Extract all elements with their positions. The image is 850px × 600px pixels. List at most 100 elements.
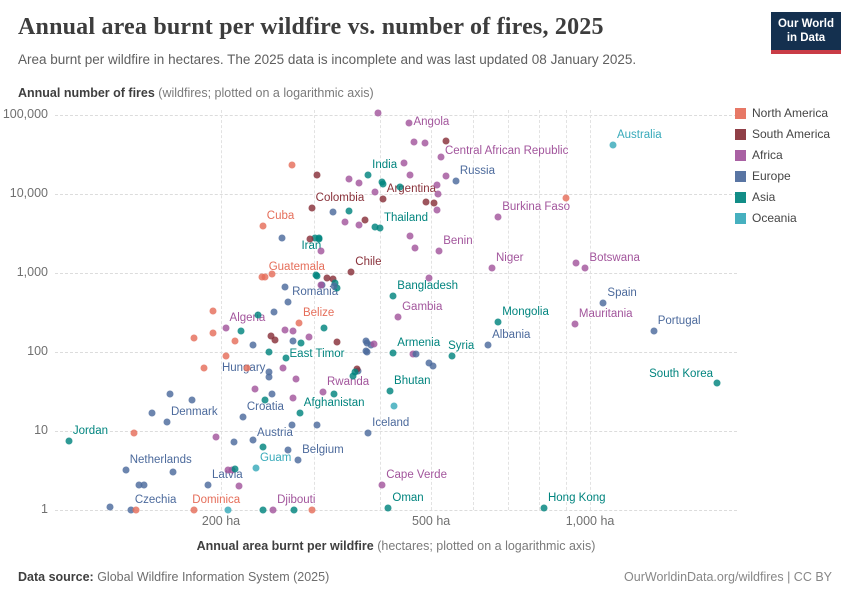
data-point[interactable] bbox=[292, 375, 300, 383]
data-point[interactable] bbox=[265, 348, 273, 356]
data-point[interactable] bbox=[268, 270, 276, 278]
legend-item-af[interactable]: Africa bbox=[735, 148, 830, 162]
data-point[interactable] bbox=[355, 221, 363, 229]
data-point[interactable] bbox=[313, 421, 321, 429]
data-point[interactable] bbox=[271, 336, 279, 344]
data-point[interactable] bbox=[317, 281, 325, 289]
data-point[interactable] bbox=[396, 183, 404, 191]
data-point-hungary[interactable] bbox=[265, 373, 273, 381]
data-point-angola[interactable] bbox=[405, 119, 413, 127]
data-point[interactable] bbox=[434, 190, 442, 198]
data-point-spain[interactable] bbox=[599, 299, 607, 307]
data-point-mauritania[interactable] bbox=[571, 320, 579, 328]
data-point[interactable] bbox=[265, 368, 273, 376]
data-point[interactable] bbox=[230, 438, 238, 446]
data-point[interactable] bbox=[166, 390, 174, 398]
data-point-argentina[interactable] bbox=[379, 195, 387, 203]
data-point[interactable] bbox=[259, 443, 267, 451]
data-point[interactable] bbox=[313, 171, 321, 179]
data-point-czechia[interactable] bbox=[127, 506, 135, 514]
data-point-thailand[interactable] bbox=[376, 224, 384, 232]
data-point[interactable] bbox=[429, 362, 437, 370]
legend-item-oc[interactable]: Oceania bbox=[735, 211, 830, 225]
data-point[interactable] bbox=[345, 175, 353, 183]
data-point[interactable] bbox=[329, 275, 337, 283]
data-point[interactable] bbox=[330, 390, 338, 398]
data-point[interactable] bbox=[371, 188, 379, 196]
data-point-belgium[interactable] bbox=[294, 456, 302, 464]
data-point-netherlands[interactable] bbox=[122, 466, 130, 474]
data-point[interactable] bbox=[243, 364, 251, 372]
data-point[interactable] bbox=[290, 506, 298, 514]
data-point[interactable] bbox=[169, 468, 177, 476]
data-point-algeria[interactable] bbox=[222, 324, 230, 332]
data-point-niger[interactable] bbox=[488, 264, 496, 272]
data-point[interactable] bbox=[355, 179, 363, 187]
data-point-armenia[interactable] bbox=[389, 349, 397, 357]
data-point-mongolia[interactable] bbox=[494, 318, 502, 326]
data-point[interactable] bbox=[140, 481, 148, 489]
data-point[interactable] bbox=[289, 327, 297, 335]
data-point[interactable] bbox=[268, 390, 276, 398]
data-point[interactable] bbox=[363, 339, 371, 347]
data-point[interactable] bbox=[430, 199, 438, 207]
data-point-djibouti[interactable] bbox=[269, 506, 277, 514]
legend-item-as[interactable]: Asia bbox=[735, 190, 830, 204]
data-point[interactable] bbox=[237, 327, 245, 335]
data-point[interactable] bbox=[370, 340, 378, 348]
data-point[interactable] bbox=[200, 364, 208, 372]
data-point[interactable] bbox=[258, 273, 266, 281]
data-point[interactable] bbox=[345, 207, 353, 215]
attribution-link[interactable]: OurWorldinData.org/wildfires | CC BY bbox=[624, 570, 832, 584]
data-point[interactable] bbox=[254, 311, 262, 319]
data-point-central-african-republic[interactable] bbox=[437, 153, 445, 161]
data-point[interactable] bbox=[411, 244, 419, 252]
data-point[interactable] bbox=[209, 307, 217, 315]
data-point[interactable] bbox=[425, 274, 433, 282]
data-point[interactable] bbox=[362, 347, 370, 355]
data-point[interactable] bbox=[209, 329, 217, 337]
data-point-romania[interactable] bbox=[284, 298, 292, 306]
data-point[interactable] bbox=[371, 223, 379, 231]
data-point[interactable] bbox=[261, 396, 269, 404]
data-point-cape-verde[interactable] bbox=[378, 481, 386, 489]
data-point[interactable] bbox=[284, 446, 292, 454]
data-point-oman[interactable] bbox=[384, 504, 392, 512]
data-point[interactable] bbox=[188, 396, 196, 404]
data-point-austria[interactable] bbox=[249, 436, 257, 444]
data-point-botswana[interactable] bbox=[581, 264, 589, 272]
data-point-cuba[interactable] bbox=[259, 222, 267, 230]
data-point[interactable] bbox=[148, 409, 156, 417]
data-point-russia[interactable] bbox=[452, 177, 460, 185]
data-point-gambia[interactable] bbox=[394, 313, 402, 321]
data-point[interactable] bbox=[421, 139, 429, 147]
data-point-denmark[interactable] bbox=[163, 418, 171, 426]
data-point[interactable] bbox=[329, 208, 337, 216]
data-point[interactable] bbox=[297, 339, 305, 347]
data-point[interactable] bbox=[330, 282, 338, 290]
data-point[interactable] bbox=[333, 284, 341, 292]
data-point-bangladesh[interactable] bbox=[389, 292, 397, 300]
data-point-guam[interactable] bbox=[252, 464, 260, 472]
data-point[interactable] bbox=[267, 332, 275, 340]
data-point-colombia[interactable] bbox=[308, 204, 316, 212]
data-point[interactable] bbox=[270, 308, 278, 316]
data-point-australia[interactable] bbox=[609, 141, 617, 149]
data-point-albania[interactable] bbox=[484, 341, 492, 349]
data-point-hong-kong[interactable] bbox=[540, 504, 548, 512]
data-point[interactable] bbox=[251, 385, 259, 393]
data-point[interactable] bbox=[279, 364, 287, 372]
data-point-croatia[interactable] bbox=[239, 413, 247, 421]
data-point[interactable] bbox=[306, 235, 314, 243]
data-point-chile[interactable] bbox=[347, 268, 355, 276]
data-point[interactable] bbox=[442, 172, 450, 180]
data-point[interactable] bbox=[315, 235, 323, 243]
data-point[interactable] bbox=[317, 247, 325, 255]
data-point[interactable] bbox=[406, 171, 414, 179]
data-point[interactable] bbox=[410, 138, 418, 146]
data-point-syria[interactable] bbox=[448, 352, 456, 360]
data-point-rwanda[interactable] bbox=[319, 388, 327, 396]
data-point[interactable] bbox=[312, 271, 320, 279]
data-point[interactable] bbox=[390, 402, 398, 410]
data-point[interactable] bbox=[433, 181, 441, 189]
